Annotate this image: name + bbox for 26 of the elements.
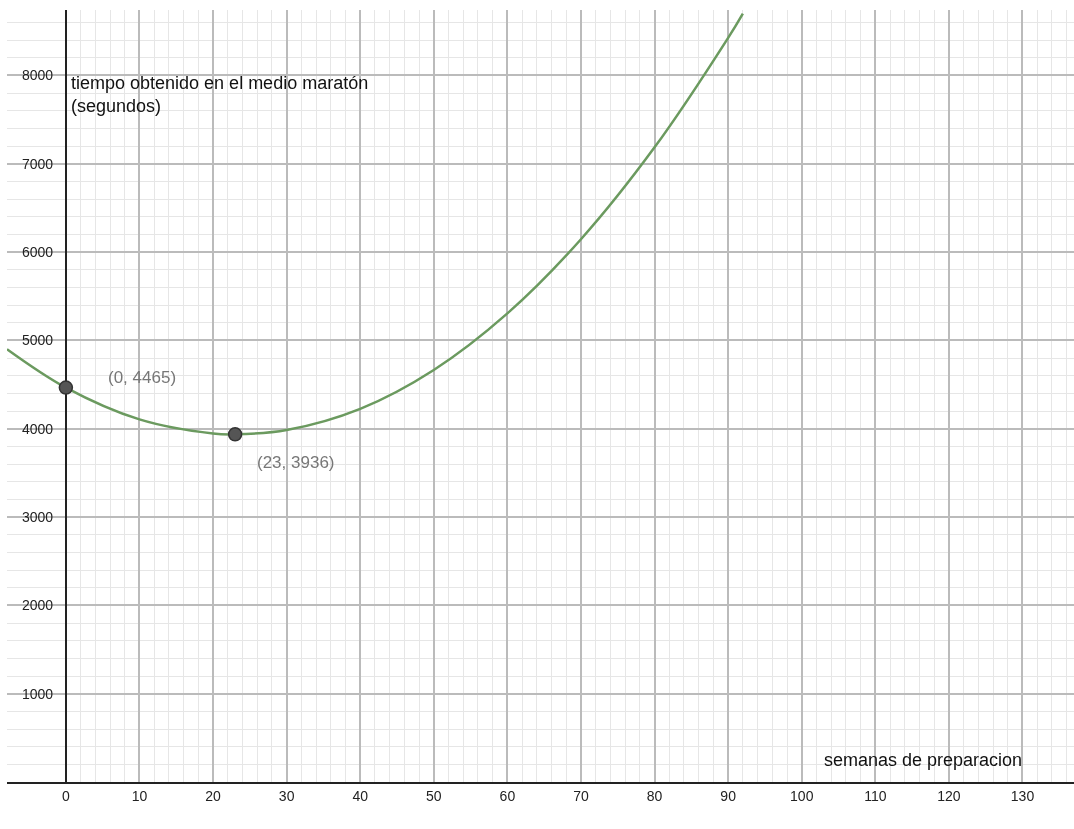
y-tick-label: 7000 xyxy=(22,155,54,172)
y-axis-title: tiempo obtenido en el medio maratón (segundos) xyxy=(71,73,369,117)
x-tick-label: 80 xyxy=(646,787,663,804)
x-tick-label: 40 xyxy=(352,787,369,804)
x-tick-label: 90 xyxy=(720,787,737,804)
x-tick-label: 0 xyxy=(61,787,70,804)
y-tick-label: 6000 xyxy=(22,243,54,260)
y-tick-label: 1000 xyxy=(22,685,54,702)
x-tick-label: 110 xyxy=(864,787,887,804)
y-tick-label: 5000 xyxy=(22,332,54,349)
y-tick-label: 8000 xyxy=(22,67,54,84)
y-tick-label: 4000 xyxy=(22,420,54,437)
x-tick-label: 10 xyxy=(131,787,148,804)
x-axis-title: semanas de preparacion xyxy=(824,750,1023,770)
x-tick-label: 100 xyxy=(790,787,814,804)
x-tick-label: 120 xyxy=(937,787,961,804)
x-tick-label: 30 xyxy=(278,787,295,804)
y-tick-label: 2000 xyxy=(22,597,54,614)
x-tick-label: 130 xyxy=(1010,787,1035,804)
x-tick-label: 50 xyxy=(426,787,442,804)
annotation: (0, 4465) xyxy=(108,368,177,387)
x-tick-label: 20 xyxy=(205,787,222,804)
y-tick-label: 3000 xyxy=(22,508,54,525)
x-tick-label: 60 xyxy=(499,787,516,804)
x-tick-label: 70 xyxy=(573,787,589,804)
annotation: (23, 3936) xyxy=(257,453,335,472)
